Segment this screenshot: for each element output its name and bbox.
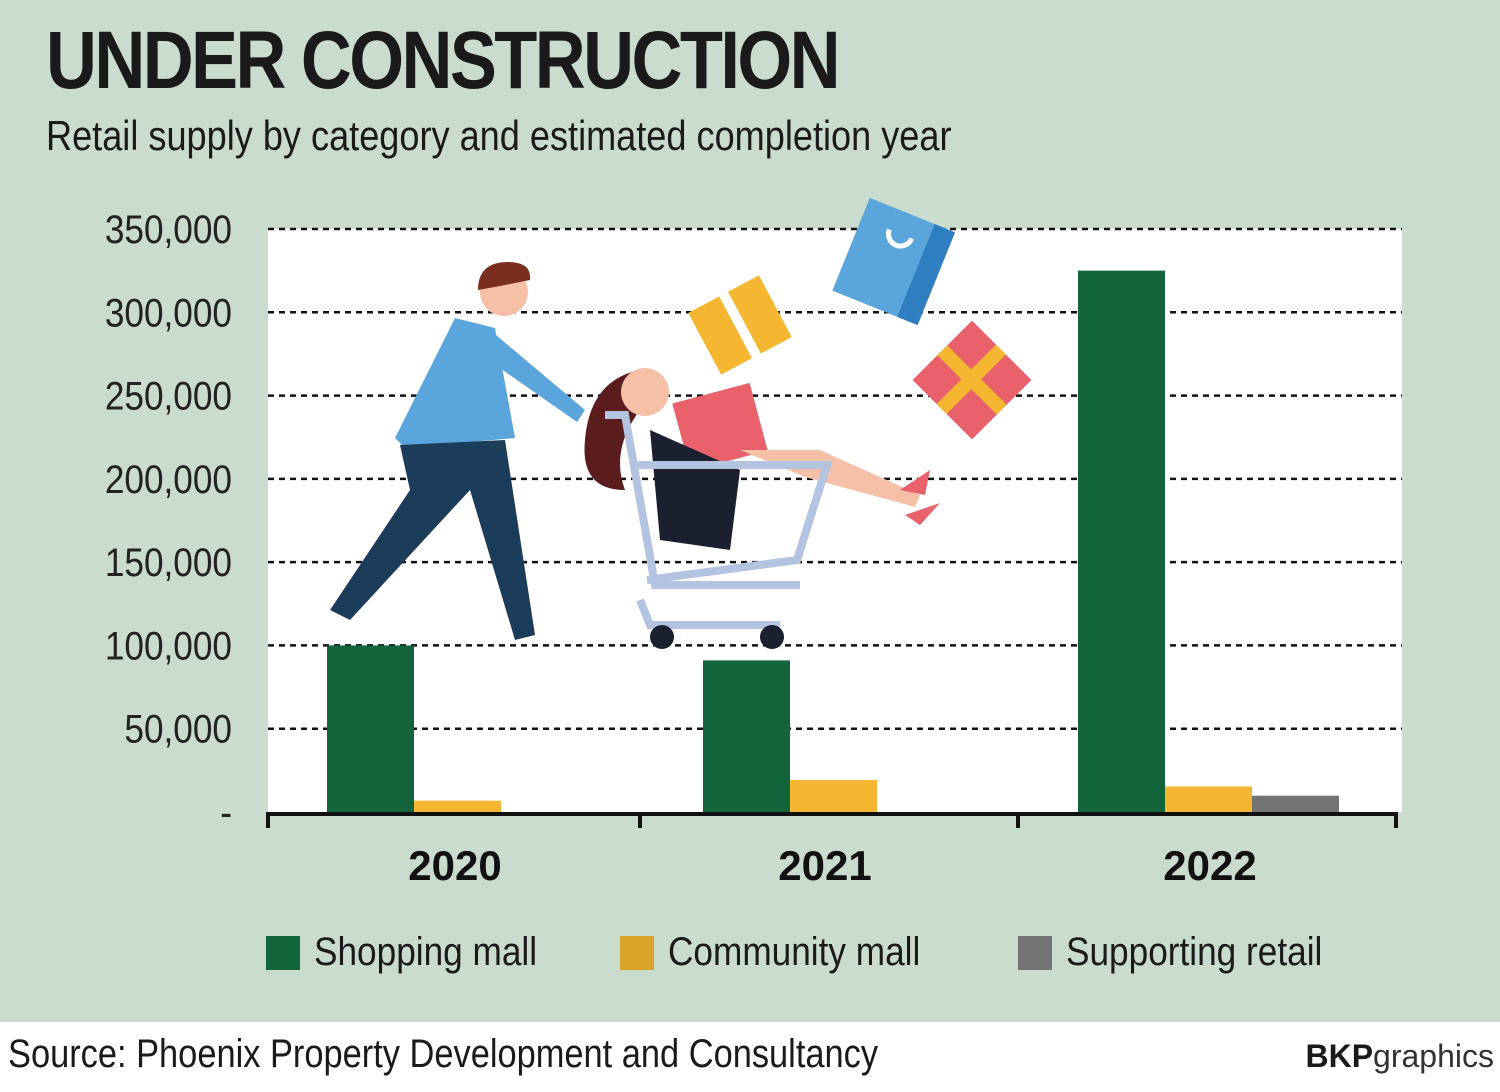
y-tick-label: 50,000 xyxy=(124,707,232,752)
legend-label: Shopping mall xyxy=(314,930,538,974)
bar-shopping-mall-2020 xyxy=(327,645,414,812)
bar-shopping-mall-2022 xyxy=(1078,270,1165,813)
legend-item-shopping-mall: Shopping mall xyxy=(266,930,568,975)
credit-rest: graphics xyxy=(1373,1038,1494,1074)
y-tick-label: 250,000 xyxy=(105,373,232,418)
x-tick-label: 2020 xyxy=(408,842,501,889)
legend-swatch xyxy=(620,935,654,970)
yellow-gift-box-icon xyxy=(688,275,792,375)
man-pushing-cart-icon xyxy=(330,262,585,640)
bar-community-mall-2021 xyxy=(790,780,877,812)
shopping-cart-icon xyxy=(605,411,833,649)
legend: Shopping mall Community mall Supporting … xyxy=(0,930,1500,980)
bar-shopping-mall-2021 xyxy=(703,660,790,812)
woman-in-cart-icon xyxy=(584,368,940,550)
legend-item-community-mall: Community mall xyxy=(620,930,955,975)
y-tick-label: 150,000 xyxy=(105,540,232,585)
credit-bold: BKP xyxy=(1305,1038,1374,1074)
source-note: Source: Phoenix Property Development and… xyxy=(8,1032,879,1076)
y-tick-label: 100,000 xyxy=(105,623,232,668)
bar-community-mall-2022 xyxy=(1165,786,1252,812)
chart-subtitle: Retail supply by category and estimated … xyxy=(46,112,952,159)
y-tick-label: 300,000 xyxy=(105,290,232,335)
x-tick-label: 2021 xyxy=(778,842,871,889)
y-tick-label: 350,000 xyxy=(105,207,232,252)
red-gift-box-icon xyxy=(912,320,1032,440)
bar-supporting-retail-2022 xyxy=(1252,795,1339,812)
legend-item-supporting-retail: Supporting retail xyxy=(1018,930,1357,975)
legend-label: Supporting retail xyxy=(1066,930,1323,974)
y-tick-label: 200,000 xyxy=(105,457,232,502)
y-tick-label: - xyxy=(220,790,232,835)
footer: Source: Phoenix Property Development and… xyxy=(0,1022,1500,1092)
chart-title: UNDER CONSTRUCTION xyxy=(46,15,841,106)
shopping-illustration xyxy=(330,197,1032,649)
blue-shopping-bag-icon xyxy=(832,197,956,326)
legend-swatch xyxy=(266,935,300,970)
x-tick-label: 2022 xyxy=(1163,842,1256,889)
credit-logo: BKPgraphics xyxy=(1305,1038,1494,1075)
legend-label: Community mall xyxy=(668,930,921,974)
bar-community-mall-2020 xyxy=(414,800,501,812)
legend-swatch xyxy=(1018,935,1052,970)
